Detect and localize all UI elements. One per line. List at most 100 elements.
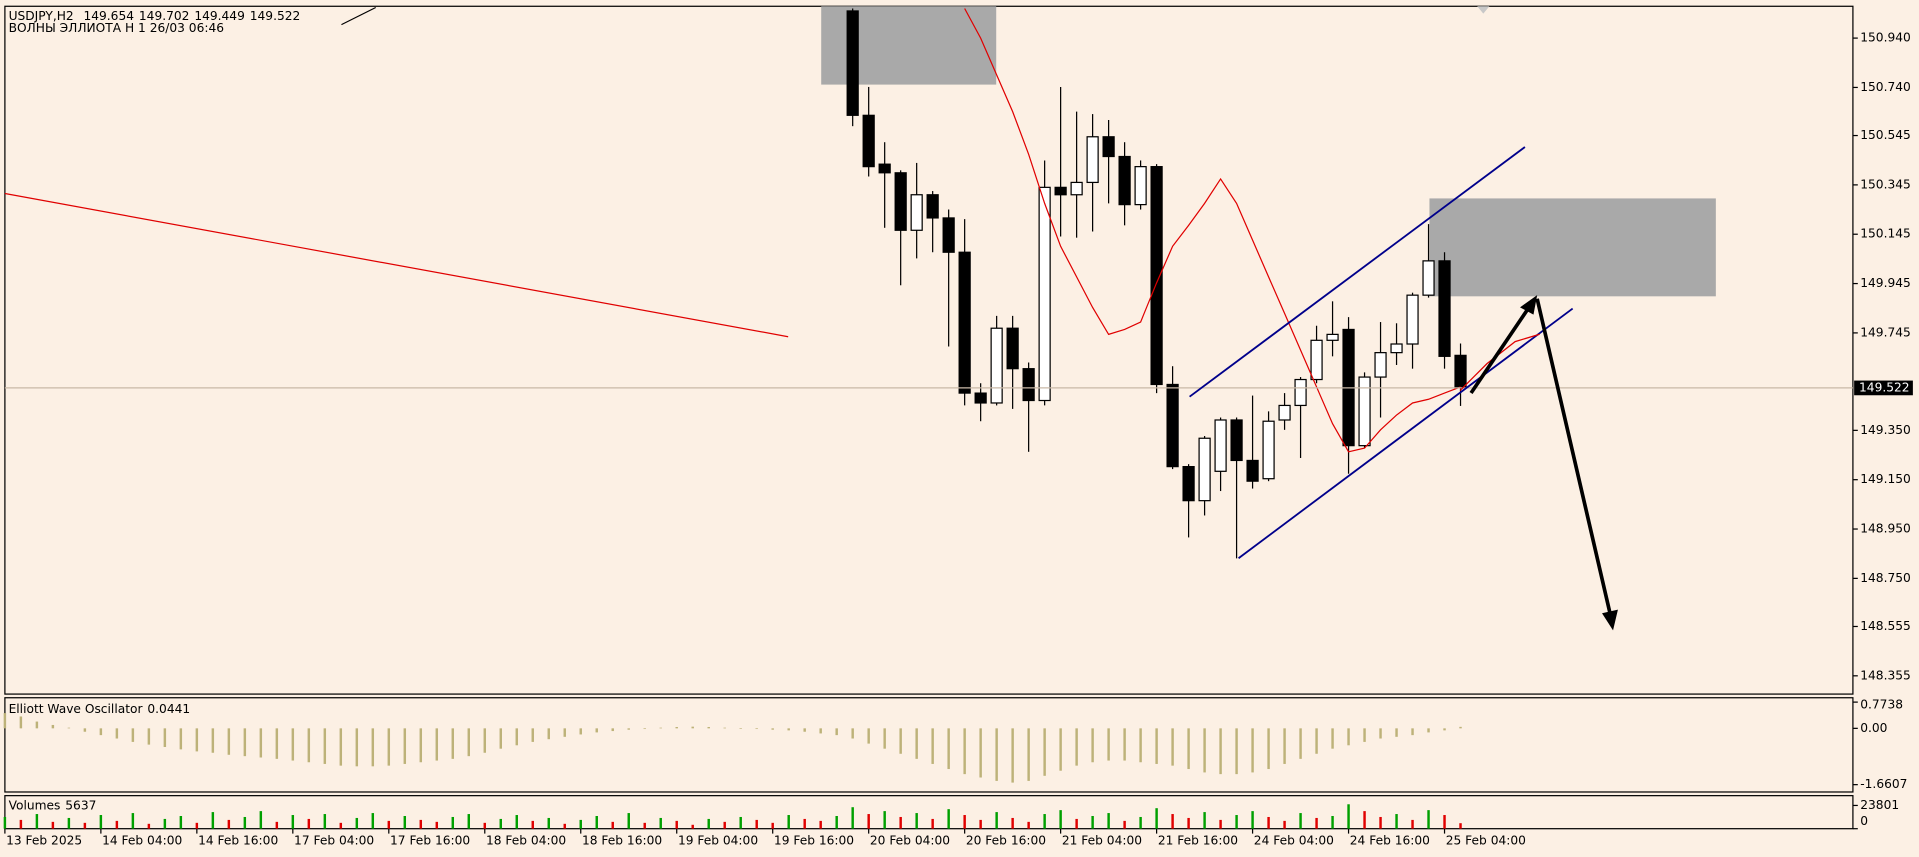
volume-bar <box>1171 814 1174 829</box>
oscillator-bar <box>3 713 7 729</box>
candle-body <box>1406 294 1419 345</box>
oscillator-bar <box>739 728 742 729</box>
volume-bar <box>771 822 774 829</box>
volume-bar <box>659 817 662 829</box>
volume-bar <box>195 822 199 829</box>
volume-bar <box>1011 817 1014 829</box>
candle-body <box>1198 437 1211 502</box>
oscillator-bar <box>627 728 630 730</box>
oscillator-bar <box>515 728 518 746</box>
volume-bar <box>963 815 966 829</box>
channel-line <box>1237 307 1574 559</box>
indicator-name: Elliott Wave Oscillator <box>9 701 144 715</box>
x-tick-label: 13 Feb 2025 <box>6 833 82 847</box>
oscillator-bar <box>1155 728 1158 764</box>
oscillator-bar <box>819 728 822 734</box>
volume-bar <box>1443 815 1446 829</box>
oscillator-bar <box>1299 728 1302 759</box>
candle-body <box>862 114 875 168</box>
oscillator-bar <box>323 728 327 764</box>
volume-bar <box>243 816 247 829</box>
volume-bar <box>419 819 423 829</box>
volume-bar <box>1043 814 1046 829</box>
x-tick-label: 25 Feb 04:00 <box>1446 833 1526 847</box>
x-tick-label: 21 Feb 04:00 <box>1062 833 1142 847</box>
x-tick-label: 14 Feb 16:00 <box>198 833 278 847</box>
volume-bar <box>1187 817 1190 829</box>
volume-bar <box>1155 808 1158 829</box>
oscillator-bar <box>1171 728 1174 766</box>
volume-bar <box>835 815 838 829</box>
volume-bar <box>1379 816 1382 829</box>
oscillator-bar <box>611 728 614 732</box>
volume-bar <box>515 815 518 829</box>
volume-bar <box>851 807 854 829</box>
y-tick-label: 148.355 <box>1860 668 1911 682</box>
oscillator-bar <box>435 728 439 761</box>
arrow <box>1469 305 1532 395</box>
indicator-value: 5637 <box>65 798 96 812</box>
oscillator-bar <box>307 728 311 763</box>
oscillator-bar <box>1219 728 1222 775</box>
y-tick-label: 148.950 <box>1860 522 1911 536</box>
oscillator-bar <box>339 728 343 766</box>
oscillator-bar <box>291 728 295 761</box>
volume-bar <box>67 817 71 829</box>
candle-body <box>990 327 1003 404</box>
volume-bar <box>531 820 534 829</box>
arrow-head <box>1520 295 1538 315</box>
oscillator-bar <box>467 728 471 757</box>
oscillator-bar <box>1043 728 1046 776</box>
y-tick-label: 149.150 <box>1860 472 1911 486</box>
oscillator-bar <box>243 728 247 757</box>
x-tick-label: 19 Feb 04:00 <box>678 833 758 847</box>
oscillator-bar <box>211 728 215 753</box>
trend-line <box>4 192 789 338</box>
volume-bar <box>883 811 886 829</box>
candle-body <box>1390 343 1403 354</box>
oscillator-bar <box>419 728 423 763</box>
oscillator-bar <box>547 728 550 740</box>
x-tick-label: 18 Feb 16:00 <box>582 833 662 847</box>
volume-bar <box>707 818 710 829</box>
oscillator-bar <box>1091 728 1094 763</box>
volume-bar <box>211 812 215 829</box>
volume-bar <box>995 812 998 829</box>
oscillator-bar <box>1427 728 1430 733</box>
volume-bar <box>643 822 646 829</box>
oscillator-bar <box>1267 728 1270 770</box>
oscillator-bar <box>99 728 103 736</box>
candle-body <box>942 217 955 253</box>
marker <box>1477 6 1490 14</box>
oscillator-bar <box>1187 728 1190 770</box>
candle-body <box>1454 354 1467 389</box>
oscillator-bar <box>1251 728 1254 773</box>
volume-bar <box>675 820 678 829</box>
volume-bar <box>1123 820 1126 829</box>
candle-body <box>1134 166 1147 206</box>
oscillator-bar <box>1283 728 1286 764</box>
oscillator-bar <box>1059 728 1062 771</box>
x-tick-label: 17 Feb 16:00 <box>390 833 470 847</box>
oscillator-bar <box>179 728 183 750</box>
volume-bar <box>1059 810 1062 829</box>
candle-body <box>1358 376 1371 447</box>
oscillator-bar <box>1379 728 1382 739</box>
oscillator-bar <box>403 728 407 764</box>
oscillator-bar <box>67 727 71 729</box>
oscillator-bar <box>755 728 758 730</box>
volume-bar <box>1235 815 1238 829</box>
ohlc-low: 149.449 <box>194 9 245 23</box>
oscillator-bar <box>771 728 774 730</box>
oscillator-bar <box>579 728 582 735</box>
candle-body <box>910 194 923 231</box>
oscillator-bar <box>1235 728 1238 775</box>
volume-bar <box>899 816 902 829</box>
volume-bar <box>227 819 231 829</box>
y-tick-label: 149.945 <box>1860 276 1911 290</box>
oscillator-bar <box>1363 728 1366 742</box>
candle-body <box>1150 166 1163 386</box>
volume-bar <box>947 809 950 829</box>
volume-bar <box>435 821 439 829</box>
oscillator-bar <box>867 728 870 744</box>
